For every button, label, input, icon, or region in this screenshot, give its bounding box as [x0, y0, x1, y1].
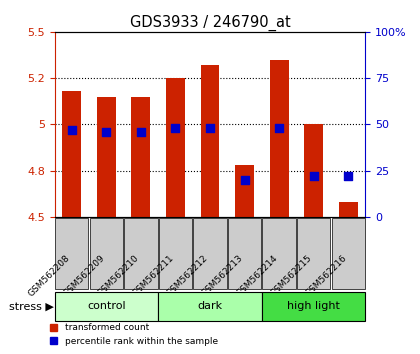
FancyBboxPatch shape: [90, 218, 123, 289]
Point: [207, 125, 213, 131]
Point: [310, 173, 317, 179]
FancyBboxPatch shape: [158, 292, 262, 321]
Title: GDS3933 / 246790_at: GDS3933 / 246790_at: [130, 14, 290, 30]
FancyBboxPatch shape: [262, 292, 365, 321]
Bar: [304, 124, 323, 217]
Bar: [63, 91, 81, 217]
Point: [345, 173, 352, 179]
FancyBboxPatch shape: [55, 218, 89, 289]
Text: high light: high light: [287, 301, 340, 312]
FancyBboxPatch shape: [331, 218, 365, 289]
FancyBboxPatch shape: [55, 292, 158, 321]
FancyBboxPatch shape: [228, 218, 261, 289]
Text: dark: dark: [197, 301, 223, 312]
Text: GSM562214: GSM562214: [234, 254, 279, 299]
Text: GSM562208: GSM562208: [27, 254, 72, 299]
Text: GSM562215: GSM562215: [268, 254, 314, 299]
Point: [138, 129, 144, 135]
FancyBboxPatch shape: [194, 218, 226, 289]
Text: control: control: [87, 301, 126, 312]
Text: GSM562210: GSM562210: [96, 254, 141, 299]
Bar: [339, 202, 357, 217]
Point: [68, 127, 75, 133]
Point: [276, 125, 282, 131]
FancyBboxPatch shape: [124, 218, 158, 289]
FancyBboxPatch shape: [262, 218, 296, 289]
Legend: transformed count, percentile rank within the sample: transformed count, percentile rank withi…: [47, 320, 221, 349]
Bar: [235, 165, 254, 217]
Bar: [200, 65, 220, 217]
Text: GSM562211: GSM562211: [130, 254, 176, 299]
Bar: [97, 97, 116, 217]
Text: GSM562212: GSM562212: [165, 254, 210, 299]
Text: GSM562216: GSM562216: [303, 254, 348, 299]
Bar: [270, 59, 289, 217]
Text: GSM562213: GSM562213: [200, 254, 244, 299]
Point: [172, 125, 179, 131]
Bar: [131, 97, 150, 217]
Point: [103, 129, 110, 135]
Text: stress ▶: stress ▶: [9, 301, 54, 312]
FancyBboxPatch shape: [159, 218, 192, 289]
Point: [241, 177, 248, 183]
Text: GSM562209: GSM562209: [61, 254, 106, 299]
Bar: [166, 78, 185, 217]
FancyBboxPatch shape: [297, 218, 330, 289]
